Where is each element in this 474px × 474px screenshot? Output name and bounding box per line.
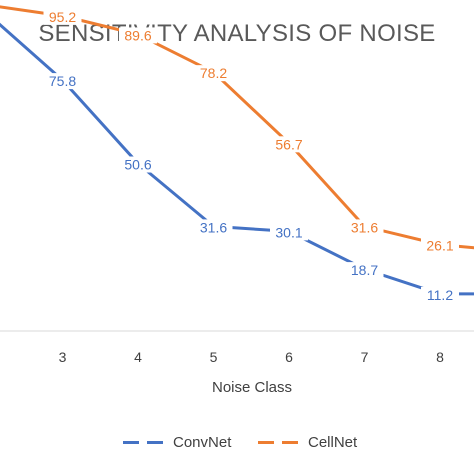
legend-swatch-cellnet: [258, 440, 302, 444]
data-label-background: [421, 286, 459, 303]
chart-title: SENSITIVITY ANALYSIS OF NOISE: [38, 20, 436, 47]
data-label-background: [43, 73, 82, 90]
data-label-background: [119, 156, 157, 173]
data-label-background: [345, 262, 384, 279]
data-label-convnet: 50.6: [124, 157, 151, 173]
x-tick-label: 7: [361, 349, 369, 365]
x-axis-title: Noise Class: [212, 379, 292, 396]
data-label-convnet: 11.2: [427, 287, 453, 303]
data-label-convnet: 30.1: [275, 224, 302, 240]
x-tick-label: 4: [134, 349, 142, 365]
legend: ConvNet CellNet: [0, 430, 474, 454]
data-label-background: [270, 136, 308, 153]
data-label-background: [119, 27, 157, 44]
series-layer: 75.8 50.6 31.6 30.1 18.7 11.2 95.2 89.6 78.2 56.7…: [0, 5, 474, 303]
series-convnet: 75.8 50.6 31.6 30.1 18.7 11.2: [0, 22, 474, 303]
legend-item-convnet: ConvNet: [123, 430, 231, 454]
data-label-cellnet: 31.6: [351, 219, 378, 235]
x-tick-labels: 3 4 5 6 7 8: [59, 349, 445, 365]
data-label-convnet: 31.6: [200, 219, 227, 235]
data-label-cellnet: 95.2: [49, 9, 76, 25]
x-tick-label: 5: [210, 349, 218, 365]
x-tick-label: 6: [285, 349, 293, 365]
data-label-cellnet: 56.7: [275, 136, 302, 152]
data-label-background: [270, 224, 308, 241]
data-label-cellnet: 89.6: [124, 27, 151, 43]
legend-label-cellnet: CellNet: [308, 433, 358, 451]
data-label-cellnet: 78.2: [200, 65, 227, 81]
legend-swatch-convnet: [123, 440, 167, 444]
legend-label-convnet: ConvNet: [173, 433, 232, 451]
data-label-cellnet: 26.1: [426, 238, 453, 254]
data-label-background: [345, 219, 384, 236]
data-label-background: [43, 8, 82, 25]
x-tick-label: 3: [59, 349, 67, 365]
legend-item-cellnet: CellNet: [258, 430, 357, 454]
series-cellnet: 95.2 89.6 78.2 56.7 31.6 26.1: [0, 5, 474, 254]
data-label-background: [194, 65, 233, 82]
x-tick-label: 8: [436, 349, 444, 365]
data-label-background: [421, 237, 459, 254]
series-line-convnet: [0, 22, 474, 296]
series-line-cellnet: [0, 5, 474, 250]
data-label-convnet: 18.7: [351, 262, 378, 278]
data-label-convnet: 75.8: [49, 73, 76, 89]
data-label-background: [194, 219, 233, 236]
